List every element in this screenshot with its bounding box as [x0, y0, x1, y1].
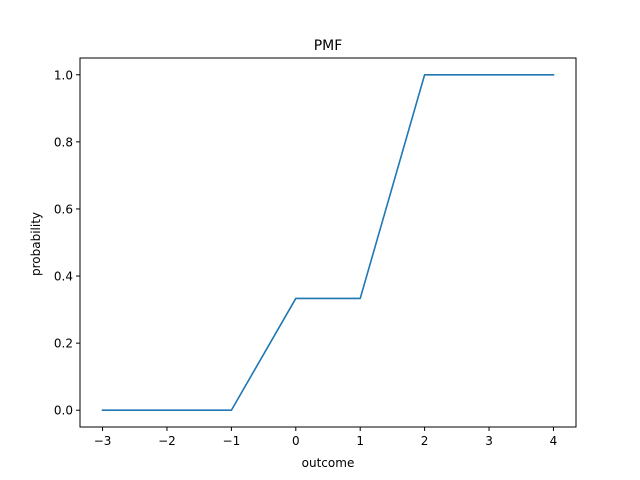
y-axis-label: probability — [29, 212, 43, 276]
x-tick-label: 1 — [356, 434, 364, 448]
plot-area: −3 −2 −1 0 1 2 3 4 0.0 0.2 0.4 0.6 0.8 1.0 — [54, 57, 577, 448]
y-tick-label: 0.0 — [54, 404, 73, 418]
x-tick-label: −3 — [94, 434, 112, 448]
x-tick-label: −2 — [158, 434, 176, 448]
y-tick-label: 0.2 — [54, 337, 73, 351]
series-line-0 — [101, 73, 555, 412]
axes-frame — [79, 57, 577, 428]
x-tick-label: −1 — [223, 434, 241, 448]
y-tick-label: 0.8 — [54, 135, 73, 149]
y-tick-label: 1.0 — [54, 68, 73, 82]
x-tick-label: 0 — [292, 434, 300, 448]
x-tick-label: 4 — [550, 434, 558, 448]
chart-title: PMF — [314, 38, 343, 54]
x-axis-label: outcome — [302, 456, 355, 470]
x-tick-label: 2 — [421, 434, 429, 448]
y-tick-label: 0.6 — [54, 202, 73, 216]
x-tick-label: 3 — [485, 434, 493, 448]
y-tick-label: 0.4 — [54, 270, 73, 284]
